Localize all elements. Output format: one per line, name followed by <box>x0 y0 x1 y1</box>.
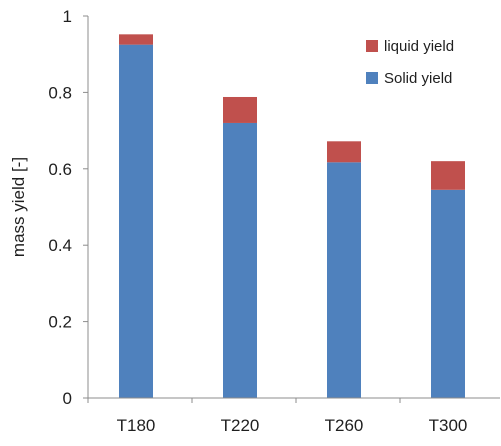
solid-yield-bar-t260 <box>327 162 361 398</box>
x-tick-label: T260 <box>325 416 364 435</box>
solid-yield-bar-t220 <box>223 122 257 399</box>
liquid-yield-bar-t300 <box>431 161 465 190</box>
y-tick-label: 0.4 <box>48 236 72 255</box>
x-ticks-layer: T180 T220 T260 T300 <box>87 398 468 435</box>
y-ticks-layer: 0 0.2 0.4 0.6 0.8 1 <box>48 7 88 408</box>
legend-swatch-liquid <box>366 40 378 52</box>
y-tick-label: 0.8 <box>48 83 72 102</box>
legend-entry-solid: Solid yield <box>366 70 452 87</box>
x-tick-label: T180 <box>117 416 156 435</box>
y-tick-label: 0 <box>63 389 72 408</box>
liquid-yield-bar-t220 <box>223 96 257 123</box>
y-axis-label: mass yield [-] <box>9 157 28 257</box>
axes-layer <box>87 16 500 399</box>
legend-label-solid: Solid yield <box>384 70 452 87</box>
x-tick-label: T220 <box>221 416 260 435</box>
legend-swatch-solid <box>366 72 378 84</box>
y-tick-label: 0.6 <box>48 160 72 179</box>
liquid-yield-bar-t260 <box>327 141 361 163</box>
solid-yield-bar-t300 <box>431 189 465 398</box>
legend-entry-liquid: liquid yield <box>366 38 454 55</box>
bars-layer <box>119 34 465 399</box>
y-tick-label: 1 <box>63 7 72 26</box>
legend: liquid yield Solid yield <box>366 38 454 87</box>
x-tick-label: T300 <box>429 416 468 435</box>
liquid-yield-bar-t180 <box>119 34 153 45</box>
solid-yield-bar-t180 <box>119 44 153 399</box>
y-tick-label: 0.2 <box>48 313 72 332</box>
legend-label-liquid: liquid yield <box>384 38 454 55</box>
